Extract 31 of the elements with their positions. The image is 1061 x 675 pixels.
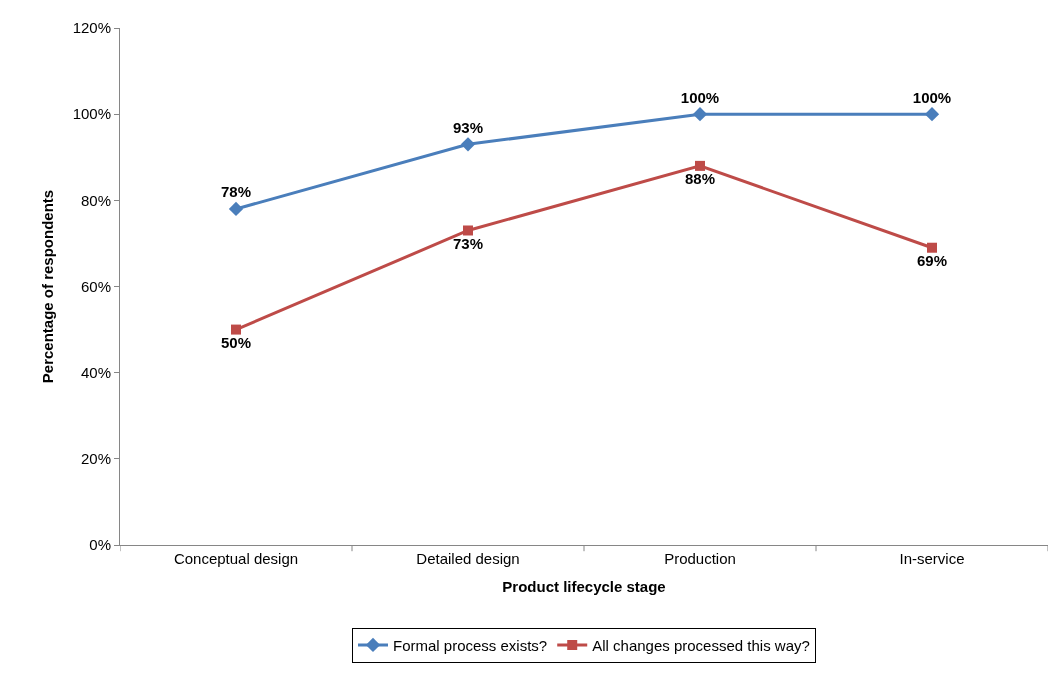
- point: [231, 324, 241, 335]
- data-label: 88%: [684, 170, 716, 188]
- x-tick-label: Detailed design: [416, 550, 520, 567]
- data-label: 93%: [452, 118, 484, 136]
- point: [924, 107, 940, 122]
- x-tick-label: Conceptual design: [173, 550, 299, 567]
- y-tick-label: 100%: [72, 105, 111, 123]
- y-axis-title: Percentage of respondents: [38, 189, 56, 384]
- point: [692, 107, 708, 122]
- y-tick-label: 0%: [89, 536, 111, 554]
- point: [460, 137, 476, 152]
- data-label: 78%: [220, 183, 252, 201]
- y-tick-label: 120%: [72, 19, 111, 37]
- point: [463, 225, 473, 236]
- point: [695, 160, 705, 171]
- y-tick-label: 80%: [80, 191, 111, 209]
- x-tick-label: Production: [664, 550, 736, 567]
- y-tick-label: 60%: [80, 277, 111, 295]
- data-label: 100%: [912, 88, 952, 106]
- x-axis-title: Product lifecycle stage: [502, 578, 666, 595]
- legend-label: Formal process exists?: [393, 636, 548, 654]
- point: [927, 242, 937, 253]
- y-tick-label: 20%: [80, 450, 111, 468]
- y-tick-label: 40%: [80, 363, 111, 381]
- data-label: 69%: [916, 252, 948, 270]
- data-label: 73%: [452, 234, 484, 252]
- legend-label: All changes processed this way?: [592, 636, 810, 654]
- data-label: 50%: [220, 334, 252, 352]
- x-tick-label: In-service: [899, 550, 965, 567]
- data-label: 100%: [680, 88, 720, 106]
- point: [228, 201, 244, 217]
